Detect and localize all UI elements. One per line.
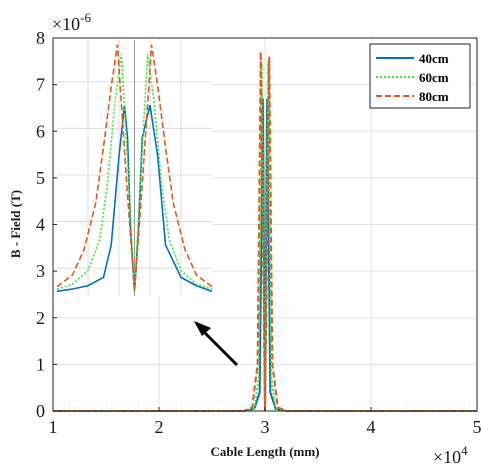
y-tick-label: 7 — [36, 75, 45, 95]
x-tick-label: 3 — [261, 417, 270, 437]
zoom-inset — [56, 40, 213, 296]
x-tick-label: 4 — [367, 417, 376, 437]
y-tick-label: 8 — [36, 28, 45, 48]
x-tick-label: 2 — [155, 417, 164, 437]
zoom-arrow — [194, 321, 239, 367]
y-axis-label: B - Field (T) — [8, 190, 23, 258]
legend-label-80cm: 80cm — [419, 89, 449, 104]
y-tick-label: 1 — [36, 354, 45, 374]
y-tick-label: 3 — [36, 261, 45, 281]
y-tick-label: 0 — [36, 401, 45, 421]
y-tick-label: 2 — [36, 308, 45, 328]
x-multiplier: ×104 — [433, 443, 468, 467]
y-tick-label: 5 — [36, 168, 45, 188]
legend: 40cm 60cm 80cm — [369, 43, 471, 109]
legend-label-60cm: 60cm — [419, 70, 449, 85]
y-multiplier: ×10-6 — [52, 10, 91, 34]
x-axis-label: Cable Length (mm) — [210, 444, 319, 459]
y-tick-label: 4 — [36, 215, 45, 235]
legend-box — [369, 43, 471, 109]
y-tick-label: 6 — [36, 121, 45, 141]
x-tick-label: 1 — [49, 417, 58, 437]
legend-label-40cm: 40cm — [419, 51, 449, 66]
x-tick-label: 5 — [473, 417, 481, 437]
